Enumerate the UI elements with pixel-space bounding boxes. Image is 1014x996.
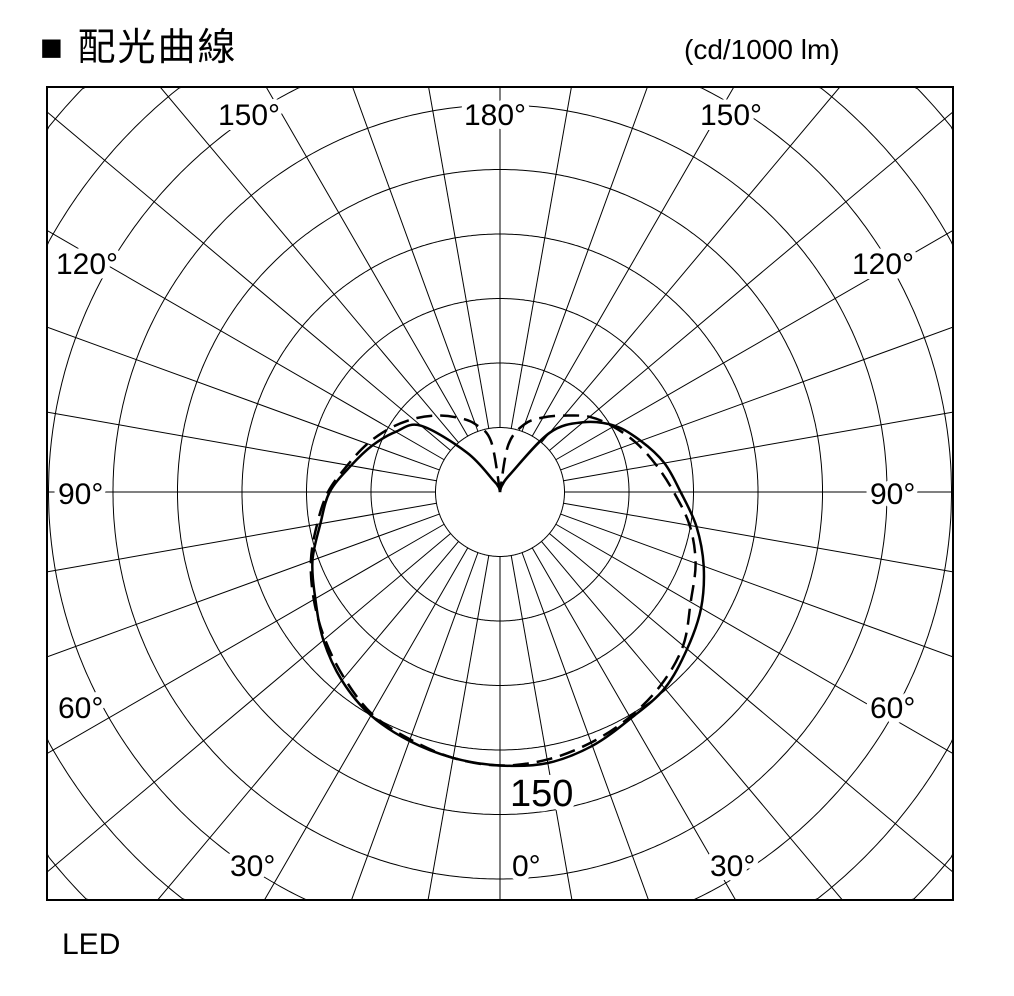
grid-ray bbox=[510, 555, 573, 900]
angle-label-top-left: 150° bbox=[218, 99, 280, 132]
grid-ray bbox=[510, 87, 572, 429]
grid-ray bbox=[531, 547, 736, 900]
grid-ray bbox=[563, 502, 953, 573]
grid-ray bbox=[47, 502, 437, 573]
angle-label-left-120: 120° bbox=[56, 248, 118, 281]
angle-label-left-60: 60° bbox=[58, 692, 103, 725]
grid-ray bbox=[531, 87, 735, 437]
radial-tick-label: 150 bbox=[510, 773, 573, 815]
grid-ray bbox=[555, 230, 953, 461]
angle-label-top-right: 150° bbox=[700, 99, 762, 132]
angle-label-right-120: 120° bbox=[852, 248, 914, 281]
angle-label-bottom-left: 30° bbox=[230, 850, 275, 883]
series-dashed-curve bbox=[309, 414, 697, 767]
grid-ray bbox=[560, 513, 953, 658]
grid-ray bbox=[549, 111, 953, 451]
light-source-label: LED bbox=[62, 928, 121, 961]
grid-ray bbox=[541, 541, 843, 900]
grid-ray bbox=[47, 411, 437, 482]
grid-ray bbox=[555, 523, 953, 754]
grid-ray bbox=[159, 87, 459, 443]
grid-ray bbox=[47, 513, 440, 658]
grid-ray bbox=[47, 230, 445, 461]
grid-ray bbox=[563, 411, 953, 482]
grid-ray bbox=[427, 555, 490, 900]
grid-ray bbox=[47, 523, 445, 754]
grid-ray bbox=[351, 552, 479, 900]
grid-ray bbox=[549, 533, 953, 873]
angle-label-top-center: 180° bbox=[464, 99, 526, 132]
grid-ray bbox=[157, 541, 459, 900]
chart-frame bbox=[46, 86, 954, 901]
grid-ray bbox=[47, 326, 440, 471]
grid-ray bbox=[560, 326, 953, 471]
angle-label-right-90: 90° bbox=[870, 478, 915, 511]
grid-ray bbox=[541, 87, 841, 443]
grid-ray bbox=[428, 87, 490, 429]
grid-ray bbox=[521, 87, 648, 432]
angle-label-right-60: 60° bbox=[870, 692, 915, 725]
angle-label-bottom-center: 0° bbox=[512, 850, 541, 883]
grid-ray bbox=[265, 87, 469, 437]
grid-ray bbox=[47, 533, 451, 873]
angle-label-left-90: 90° bbox=[58, 478, 103, 511]
angle-label-bottom-right: 30° bbox=[710, 850, 755, 883]
grid-ray bbox=[47, 111, 451, 451]
unit-label: (cd/1000 lm) bbox=[684, 34, 840, 65]
chart-title: ■ 配光曲線 bbox=[40, 27, 238, 69]
grid-ray bbox=[352, 87, 479, 432]
grid-ray bbox=[264, 547, 469, 900]
grid-ray bbox=[521, 552, 649, 900]
